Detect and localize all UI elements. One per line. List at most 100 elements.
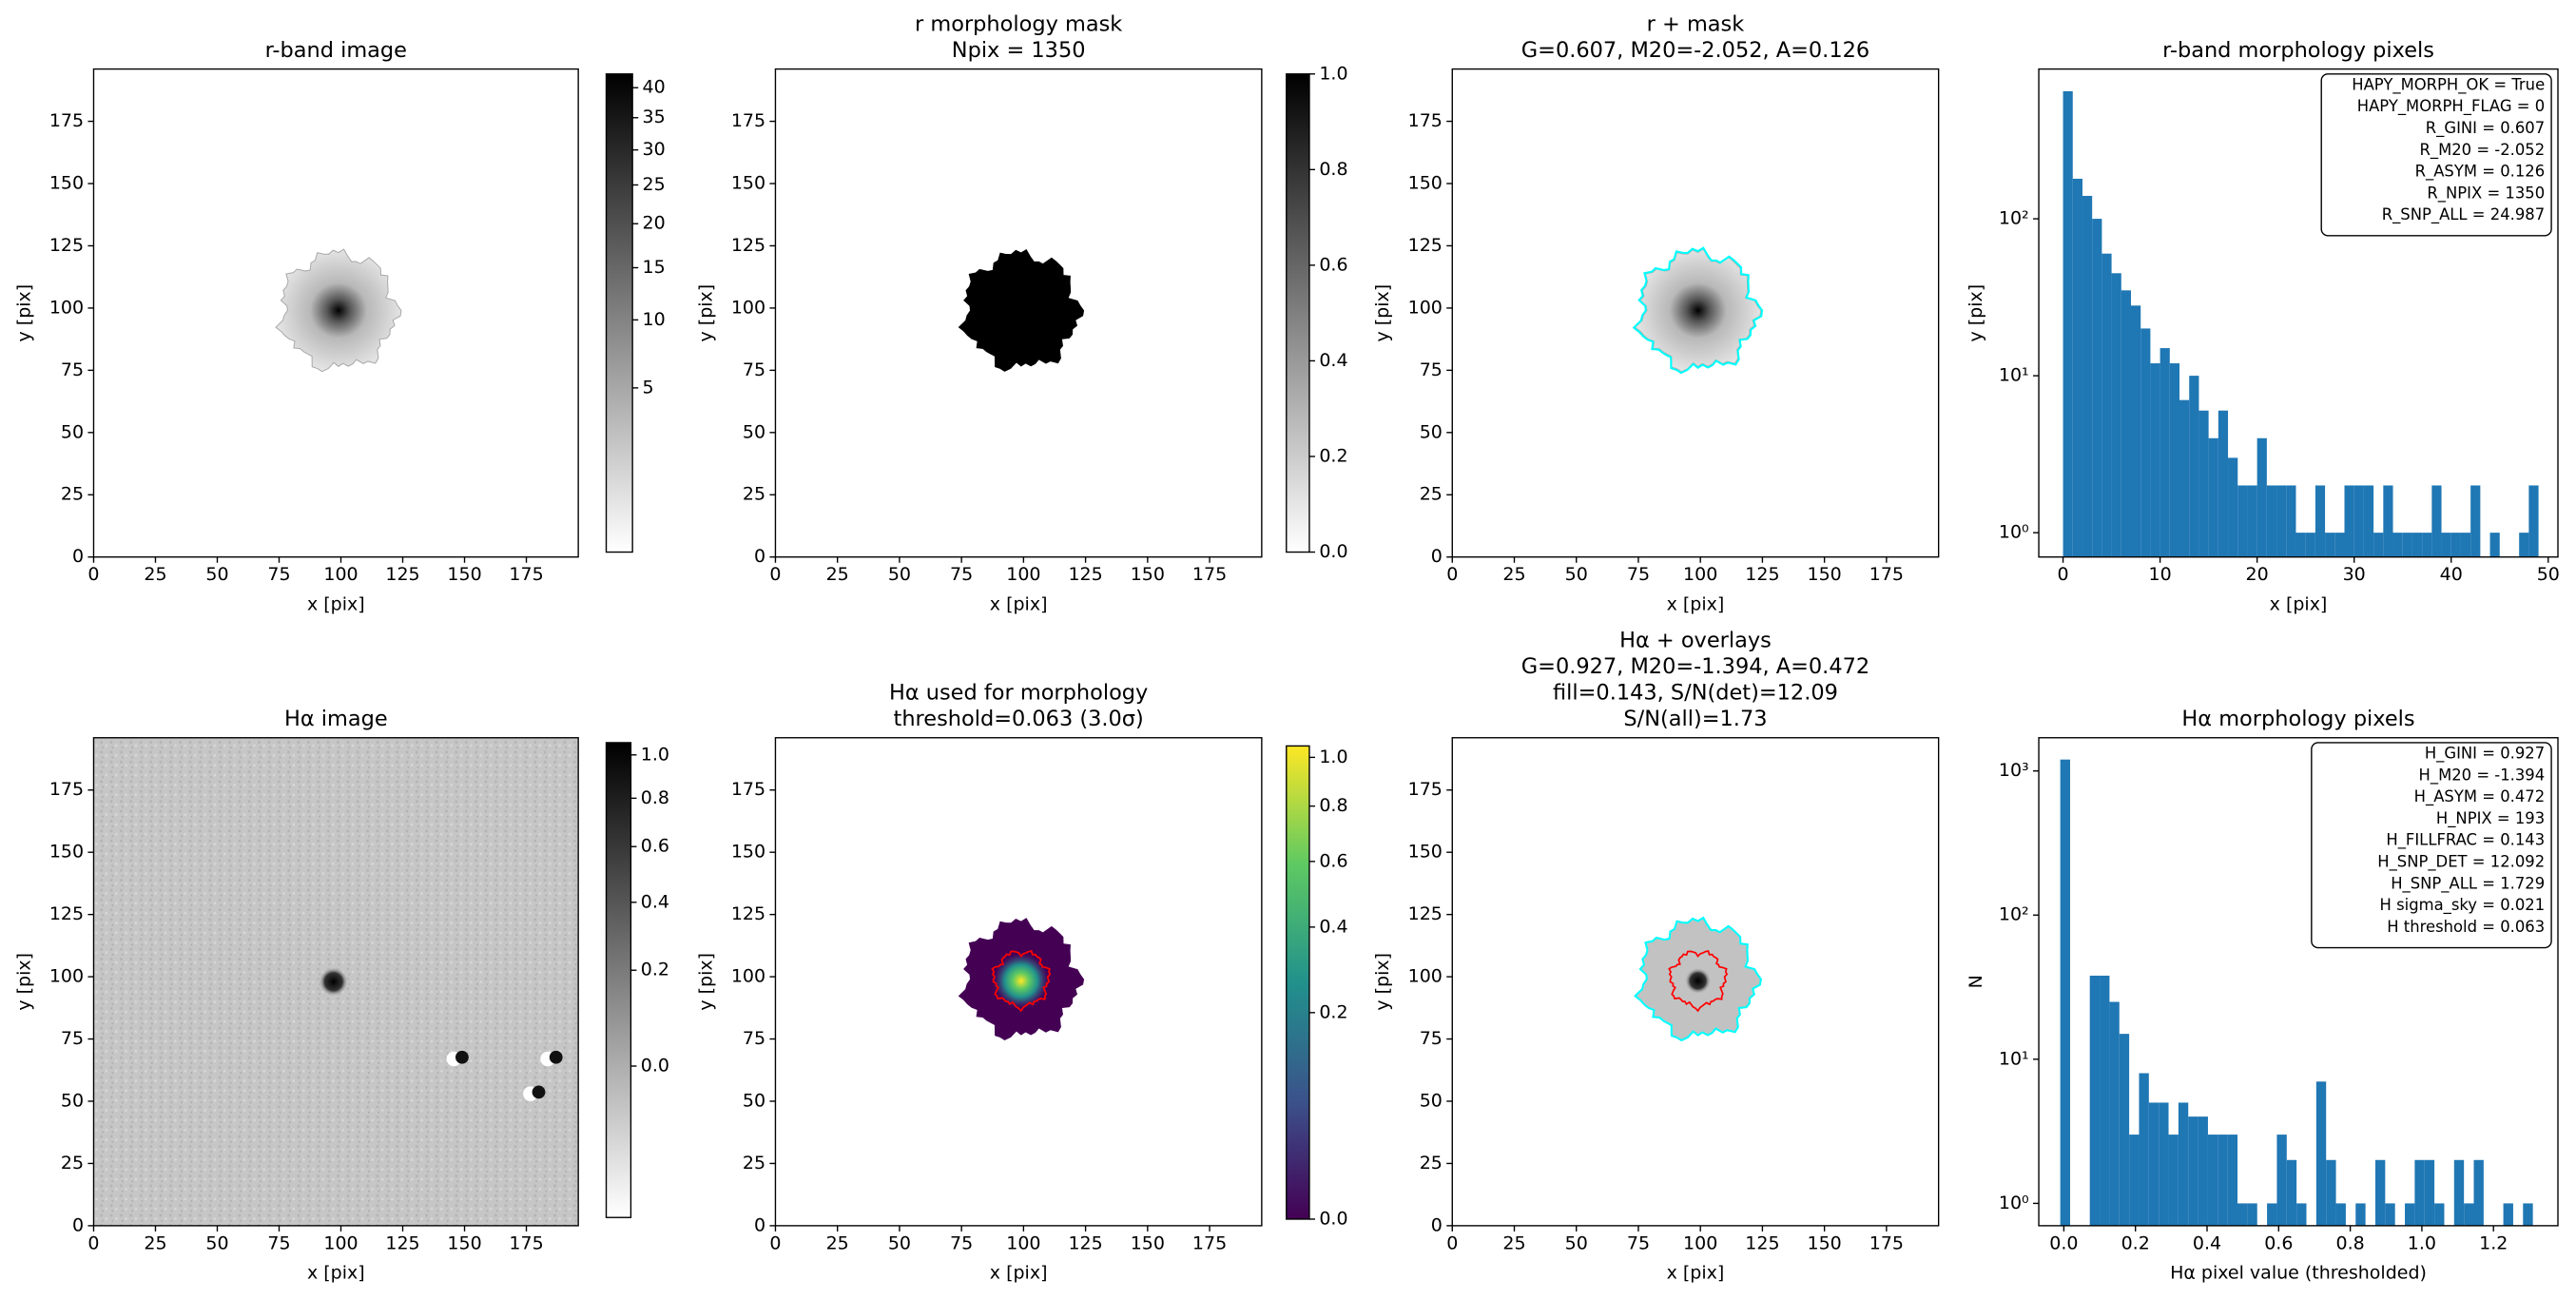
plot-area bbox=[1632, 246, 1764, 375]
annotation-line: R_SNP_ALL = 24.987 bbox=[2382, 205, 2545, 224]
x-tick-label: 100 bbox=[323, 1232, 358, 1253]
x-axis-label: x [pix] bbox=[990, 593, 1048, 614]
source-spot bbox=[319, 966, 349, 997]
annotation-line: H_NPIX = 193 bbox=[2436, 809, 2545, 828]
hist-bar bbox=[2276, 485, 2287, 557]
plot-area bbox=[2060, 759, 2533, 1226]
y-tick-label: 50 bbox=[743, 1090, 765, 1111]
hist-bar bbox=[2470, 485, 2481, 557]
hist-bar bbox=[2473, 1159, 2484, 1226]
hist-bar bbox=[2385, 1203, 2395, 1226]
chart-title: G=0.607, M20=-2.052, A=0.126 bbox=[1521, 38, 1869, 63]
hist-bar bbox=[2373, 533, 2384, 557]
x-tick-label: 0.6 bbox=[2264, 1232, 2293, 1253]
x-tick-label: 175 bbox=[509, 1232, 543, 1253]
y-axis-label: y [pix] bbox=[1372, 953, 1393, 1011]
hist-bar bbox=[2405, 1203, 2415, 1226]
axes-frame bbox=[774, 737, 1263, 1227]
annotation-line: HAPY_MORPH_FLAG = 0 bbox=[2357, 97, 2545, 116]
y-axis-label: y [pix] bbox=[695, 284, 716, 342]
x-axis-label: x [pix] bbox=[2270, 593, 2328, 614]
axes-frame bbox=[92, 737, 579, 1227]
residual-black bbox=[455, 1050, 469, 1064]
colorbar-tick-label: 0.2 bbox=[1319, 1001, 1347, 1022]
x-tick-label: 1.0 bbox=[2408, 1232, 2436, 1253]
x-tick-label: 75 bbox=[267, 1232, 290, 1253]
y-tick-label: 100 bbox=[49, 966, 84, 987]
y-tick-label: 0 bbox=[72, 1214, 84, 1235]
x-tick-label: 0 bbox=[87, 564, 99, 585]
x-tick-label: 0 bbox=[87, 1232, 99, 1253]
x-tick-label: 0.0 bbox=[2049, 1232, 2078, 1253]
hist-bar bbox=[2208, 437, 2218, 557]
hist-bar bbox=[2218, 1135, 2228, 1226]
x-tick-label: 75 bbox=[950, 1232, 973, 1253]
y-tick-label: 100 bbox=[731, 966, 765, 987]
plot-area bbox=[93, 737, 579, 1226]
hist-bar bbox=[2130, 305, 2141, 557]
y-tick-label: 10¹ bbox=[1999, 1048, 2029, 1069]
y-tick-label: 100 bbox=[1408, 297, 1443, 318]
chart-title: r-band image bbox=[265, 38, 407, 63]
annotation-line: R_ASYM = 0.126 bbox=[2415, 163, 2546, 182]
hist-bar bbox=[2296, 1203, 2307, 1226]
x-tick-label: 75 bbox=[267, 564, 290, 585]
x-tick-label: 40 bbox=[2440, 564, 2463, 585]
hist-bar bbox=[2247, 1203, 2257, 1226]
y-tick-label: 10⁰ bbox=[1999, 1193, 2029, 1213]
axes-frame bbox=[2038, 737, 2559, 1227]
y-tick-label: 75 bbox=[1420, 1028, 1443, 1049]
y-tick-label: 10² bbox=[1999, 208, 2029, 229]
y-tick-label: 100 bbox=[1408, 966, 1443, 987]
x-tick-label: 125 bbox=[385, 564, 419, 585]
hist-bar bbox=[2295, 533, 2306, 557]
y-tick-label: 100 bbox=[731, 297, 765, 318]
y-tick-label: 50 bbox=[61, 1090, 84, 1111]
y-tick-label: 10¹ bbox=[1999, 365, 2029, 386]
y-tick-label: 150 bbox=[49, 173, 84, 194]
galaxy-extent bbox=[1634, 248, 1762, 373]
colorbar bbox=[1286, 73, 1310, 553]
x-tick-label: 175 bbox=[1192, 564, 1227, 585]
colorbar-tick-label: 10 bbox=[643, 309, 666, 330]
hist-bar bbox=[2189, 376, 2199, 557]
x-tick-label: 75 bbox=[1627, 564, 1650, 585]
mask-contour bbox=[1632, 246, 1764, 375]
hist-bar bbox=[2160, 348, 2170, 557]
x-tick-label: 175 bbox=[1192, 1232, 1227, 1253]
y-tick-label: 175 bbox=[1408, 779, 1443, 800]
x-tick-label: 25 bbox=[1502, 1232, 1525, 1253]
axes-frame bbox=[1451, 737, 1940, 1227]
y-tick-label: 125 bbox=[49, 235, 84, 256]
colorbar-tick-label: 0.4 bbox=[1319, 350, 1347, 371]
x-tick-label: 25 bbox=[826, 1232, 849, 1253]
hist-bar bbox=[2169, 363, 2180, 557]
x-tick-label: 175 bbox=[1869, 564, 1904, 585]
x-axis-label: x [pix] bbox=[1667, 593, 1725, 614]
annotation-line: R_M20 = -2.052 bbox=[2419, 141, 2545, 160]
colorbar-tick-label: 0.8 bbox=[641, 787, 669, 808]
hist-bar bbox=[2450, 533, 2461, 557]
hist-bar bbox=[2179, 399, 2190, 557]
x-axis-label: x [pix] bbox=[307, 593, 365, 614]
hist-bar bbox=[2286, 485, 2296, 557]
hist-bar bbox=[2519, 533, 2529, 557]
hist-bar bbox=[2198, 1116, 2208, 1226]
chart-title: Npix = 1350 bbox=[952, 38, 1086, 63]
chart-title: r-band morphology pixels bbox=[2162, 38, 2434, 63]
y-tick-label: 75 bbox=[61, 359, 84, 380]
y-tick-label: 0 bbox=[72, 546, 84, 567]
hist-bar bbox=[2119, 1034, 2130, 1226]
colorbar-tick-label: 0.4 bbox=[1319, 916, 1347, 937]
colorbar bbox=[605, 742, 632, 1218]
plot-area bbox=[275, 248, 402, 373]
hist-bar bbox=[2441, 533, 2451, 557]
hist-bar bbox=[2334, 533, 2345, 557]
hist-bar bbox=[2464, 1203, 2474, 1226]
hist-bar bbox=[2392, 533, 2403, 557]
hist-bar bbox=[2109, 1001, 2120, 1226]
hist-bar bbox=[2266, 485, 2277, 557]
chart-title: threshold=0.063 (3.0σ) bbox=[894, 707, 1144, 731]
colorbar-tick-label: 0.8 bbox=[1319, 159, 1347, 180]
y-tick-label: 50 bbox=[1420, 421, 1443, 442]
